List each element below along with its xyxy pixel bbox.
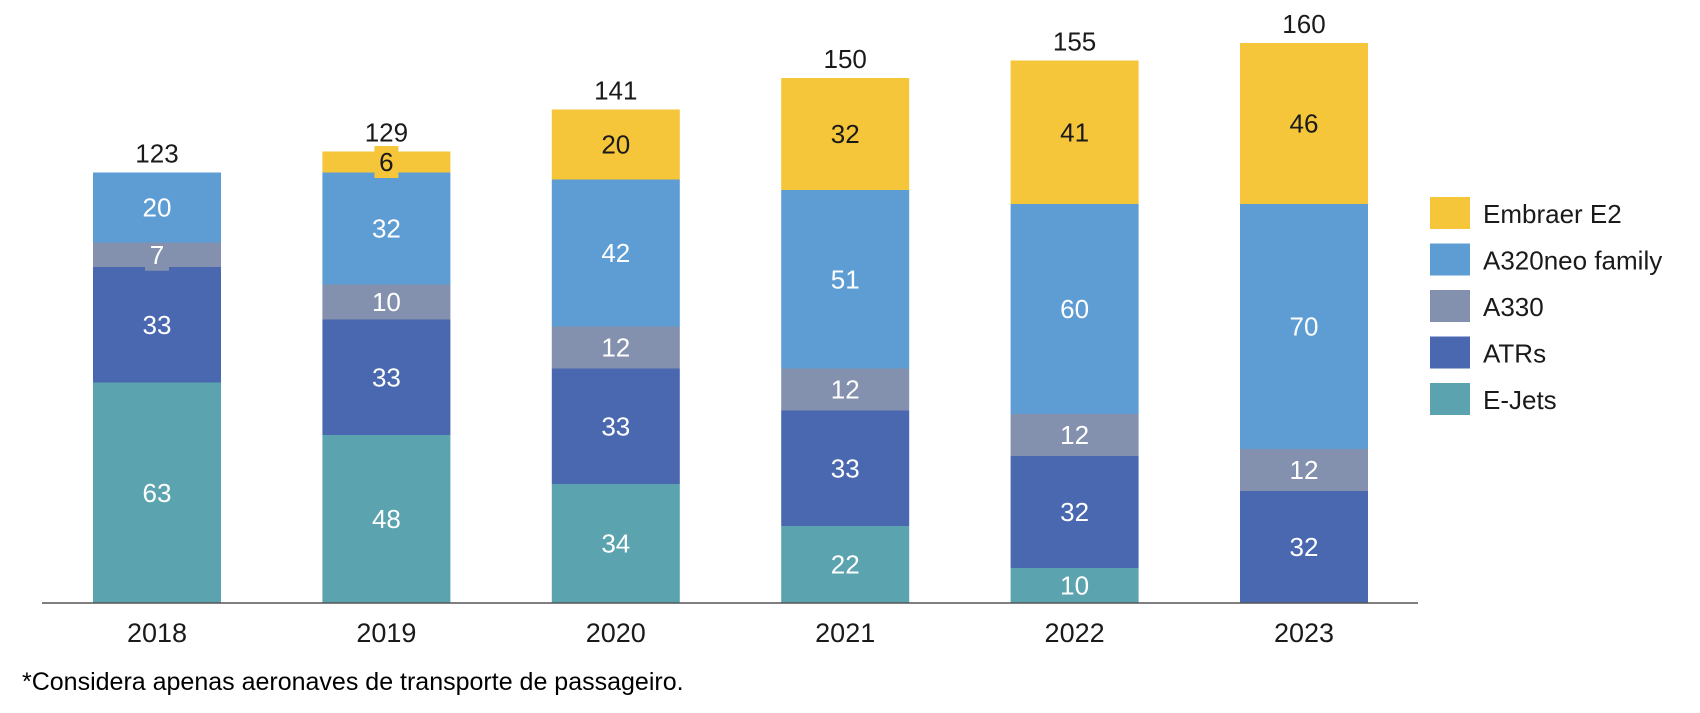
x-tick-label: 2020	[586, 618, 646, 648]
bar-segment-embraer-e2-2023	[1240, 43, 1368, 204]
data-label: 12	[601, 333, 630, 363]
data-label: 70	[1290, 312, 1319, 342]
bar-segment-a330-2019	[322, 284, 451, 320]
legend-label: A330	[1483, 292, 1544, 322]
data-label: 32	[1290, 532, 1319, 562]
bar-segment-a330-2022	[1010, 414, 1139, 456]
data-label: 20	[601, 130, 630, 160]
legend-label: Embraer E2	[1483, 199, 1622, 229]
legend-swatch	[1430, 290, 1470, 322]
total-label: 155	[1053, 27, 1096, 57]
data-label: 12	[831, 375, 860, 405]
x-tick-label: 2022	[1045, 618, 1105, 648]
bar-segment-a330-2023	[1240, 449, 1368, 491]
data-label: 32	[372, 214, 401, 244]
data-label: 48	[372, 504, 401, 534]
total-label: 129	[365, 118, 408, 148]
data-label: 20	[143, 193, 172, 223]
bar-segment-a320neo-family-2020	[551, 179, 680, 327]
total-label: 141	[594, 76, 637, 106]
bar-segment-a330-2021	[781, 368, 910, 411]
x-tick-label: 2023	[1274, 618, 1334, 648]
x-tick-labels: 2018 2019 2020 2021 2022 2023	[127, 618, 1334, 648]
data-label: 12	[1290, 455, 1319, 485]
bar-segment-a320neo-family-2023	[1240, 204, 1368, 449]
bar-segment-embraer-e2-2021	[781, 78, 910, 190]
data-label: 60	[1060, 294, 1089, 324]
total-label: 123	[135, 139, 178, 169]
footnote: *Considera apenas aeronaves de transport…	[22, 668, 684, 696]
data-label: 51	[831, 264, 860, 294]
bar-segment-a320neo-family-2022	[1010, 204, 1139, 414]
data-label: 42	[601, 238, 630, 268]
data-label: 63	[143, 478, 172, 508]
x-tick-label: 2021	[815, 618, 875, 648]
legend-label: ATRs	[1483, 339, 1546, 369]
data-label: 34	[601, 529, 630, 559]
data-label: 33	[143, 310, 172, 340]
data-label: 22	[831, 550, 860, 580]
bar-segment-embraer-e2-2020	[551, 109, 680, 180]
total-label: 150	[824, 44, 867, 74]
data-label-tag	[145, 238, 169, 271]
legend: Embraer E2 A320neo family A330 ATRs E-Jets	[1430, 197, 1662, 415]
bar-segment-e-jets-2022	[1010, 568, 1139, 603]
legend-swatch	[1430, 336, 1470, 369]
data-label: 7	[150, 240, 164, 270]
bar-segment-a320neo-family-2019	[322, 172, 451, 285]
bar-segment-e-jets-2019	[322, 435, 451, 603]
data-label: 33	[601, 411, 630, 441]
legend-swatch	[1430, 243, 1470, 276]
legend-swatch	[1430, 383, 1470, 415]
data-label: 32	[1060, 497, 1089, 527]
data-label: 10	[1060, 571, 1089, 601]
total-label: 160	[1282, 9, 1325, 39]
bar-segment-embraer-e2-2022	[1010, 60, 1139, 204]
data-label: 41	[1060, 117, 1089, 147]
legend-label: E-Jets	[1483, 385, 1557, 415]
bar-segment-atrs-2023	[1240, 491, 1368, 603]
bar-segment-a320neo-family-2021	[781, 190, 910, 369]
legend-label: A320neo family	[1483, 246, 1662, 276]
data-label: 10	[372, 287, 401, 317]
bar-segment-atrs-2020	[551, 368, 680, 484]
data-label-tag	[374, 146, 399, 178]
data-label: 46	[1290, 109, 1319, 139]
bar-segment-atrs-2022	[1010, 456, 1139, 568]
bar-segment-e-jets-2020	[551, 484, 680, 603]
x-tick-label: 2018	[127, 618, 187, 648]
bar-segment-e-jets-2021	[781, 526, 910, 603]
data-label: 6	[379, 147, 393, 177]
data-label: 33	[372, 362, 401, 392]
bar-segment-atrs-2018	[93, 267, 221, 383]
bar-segment-atrs-2021	[781, 410, 910, 526]
bar-segment-a320neo-family-2018	[93, 172, 221, 243]
bar-segment-e-jets-2018	[93, 382, 221, 603]
x-tick-label: 2019	[356, 618, 416, 648]
data-label: 33	[831, 453, 860, 483]
bar-segment-a330-2020	[551, 326, 680, 369]
data-label: 32	[831, 119, 860, 149]
data-label: 12	[1060, 420, 1089, 450]
bar-segment-atrs-2019	[322, 319, 451, 435]
legend-swatch	[1430, 197, 1470, 229]
